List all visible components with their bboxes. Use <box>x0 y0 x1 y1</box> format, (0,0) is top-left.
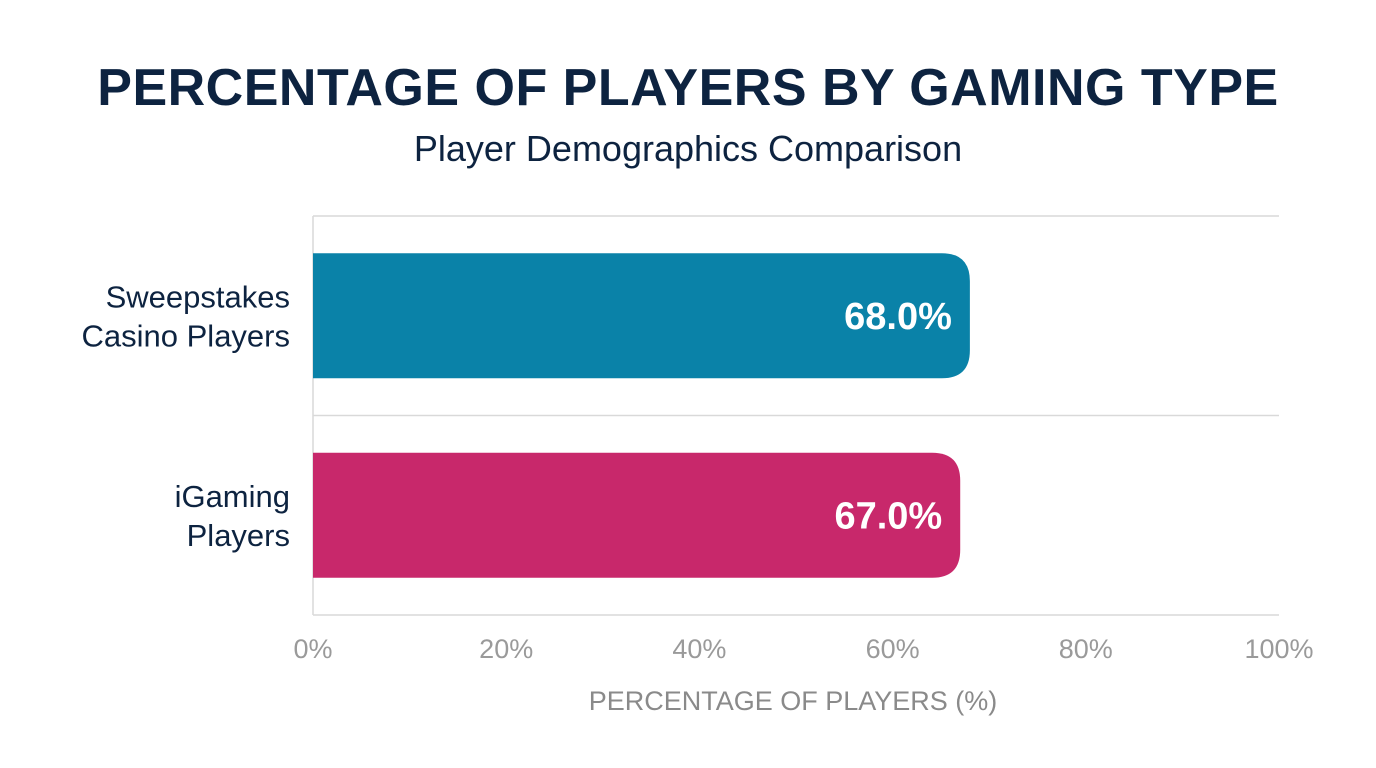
x-tick-label: 20% <box>479 634 533 664</box>
category-label-line: Sweepstakes <box>106 279 290 314</box>
chart-subtitle: Player Demographics Comparison <box>413 128 963 169</box>
category-label-line: Players <box>187 518 290 553</box>
bars: 68.0% 67.0% <box>313 253 970 578</box>
chart-title: PERCENTAGE OF PLAYERS BY GAMING TYPE <box>97 59 1279 117</box>
bar-value-label: 67.0% <box>834 495 942 537</box>
x-tick-label: 80% <box>1059 634 1113 664</box>
category-labels: Sweepstakes Casino Players iGaming Players <box>82 279 290 553</box>
bar-1 <box>313 253 970 379</box>
x-tick-label: 40% <box>672 634 726 664</box>
category-label-line: iGaming <box>175 479 290 514</box>
x-tick-label: 60% <box>866 634 920 664</box>
bar-2 <box>313 452 961 578</box>
category-label: Sweepstakes Casino Players <box>82 279 290 353</box>
x-tick-label: 0% <box>293 634 332 664</box>
category-label: iGaming Players <box>175 479 290 553</box>
category-label-line: Casino Players <box>82 318 290 353</box>
x-axis-title: PERCENTAGE OF PLAYERS (%) <box>589 686 998 716</box>
bar-value-label: 68.0% <box>844 296 952 338</box>
x-tick-label: 100% <box>1244 634 1313 664</box>
x-axis-ticks: 0% 20% 40% 60% 80% 100% <box>293 634 1313 664</box>
